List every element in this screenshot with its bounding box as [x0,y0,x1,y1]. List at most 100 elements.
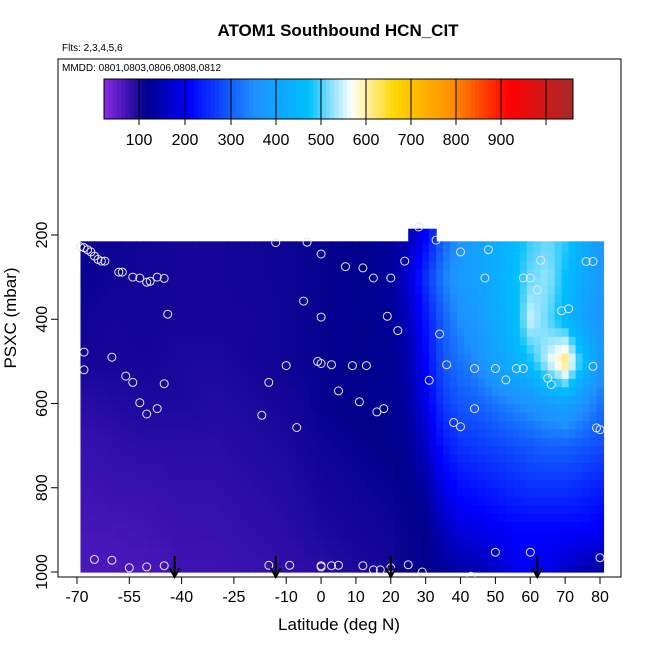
heatmap-cell [233,361,242,371]
heatmap-cell [192,327,200,337]
heatmap-cell [240,428,249,438]
heatmap-cell [464,336,472,346]
heatmap-cell [568,378,577,388]
heatmap-cell [540,529,549,539]
heatmap-cell [129,555,137,565]
heatmap-cell [359,310,367,320]
heatmap-cell [373,251,381,261]
heatmap-cell [359,521,367,531]
heatmap-cell [171,403,179,413]
heatmap-cell [275,327,284,337]
heatmap-cell [526,395,535,405]
flight-track-point [142,277,152,287]
heatmap-cell [171,428,179,438]
colorbar-cell [312,79,318,119]
heatmap-cell [282,462,291,472]
heatmap-cell [338,513,347,523]
heatmap-cell [324,369,333,379]
heatmap-cell [108,243,116,253]
flight-track-point [557,306,567,316]
heatmap-cell [394,361,402,371]
heatmap-cell [94,243,102,253]
heatmap-cell [310,369,319,379]
heatmap-cell [359,496,367,506]
heatmap-cell [289,462,298,472]
heatmap-cell [261,344,270,354]
heatmap-cell [212,411,221,421]
heatmap-cell [296,361,305,371]
heatmap-cell [422,555,430,565]
heatmap-cell [429,563,437,573]
heatmap-cell [192,251,200,261]
heatmap-cell [219,454,228,464]
heatmap-cell [429,521,437,531]
heatmap-cell [484,411,493,421]
heatmap-cell [324,352,333,362]
heatmap-cell [561,352,570,362]
heatmap-cell [324,386,333,396]
heatmap-cell [519,293,528,303]
heatmap-cell [359,462,367,472]
heatmap-cell [303,268,312,278]
heatmap-cell [317,268,326,278]
heatmap-cell [226,445,235,455]
heatmap-cell [261,479,270,489]
heatmap-cell [80,428,89,438]
heatmap-cell [226,521,235,531]
heatmap-cell [331,336,340,346]
x-tick-label: -10 [275,589,298,606]
heatmap-cell [136,327,144,337]
heatmap-cell [317,403,326,413]
heatmap-cell [589,277,598,287]
heatmap-cell [422,470,430,480]
heatmap-cell [422,454,430,464]
heatmap-cell [129,454,137,464]
heatmap-cell [498,546,507,556]
heatmap-cell [87,479,96,489]
heatmap-cell [477,513,486,523]
heatmap-cell [470,302,479,312]
heatmap-cell [450,420,458,430]
heatmap-cell [115,546,123,556]
heatmap-cell [470,445,479,455]
heatmap-cell [296,496,305,506]
heatmap-cell [282,251,291,261]
heatmap-cell [345,277,354,287]
heatmap-cell [373,496,381,506]
heatmap-cell [429,243,437,253]
heatmap-cell [345,302,354,312]
heatmap-cell [505,293,514,303]
heatmap-cell [470,496,479,506]
heatmap-cell [380,386,388,396]
heatmap-cell [240,293,249,303]
heatmap-cell [582,293,591,303]
heatmap-cell [185,487,193,497]
heatmap-cell [275,496,284,506]
heatmap-cell [387,546,395,556]
heatmap-cell [429,479,437,489]
heatmap-cell [512,538,521,548]
heatmap-cell [540,513,549,523]
heatmap-cell [219,241,228,245]
heatmap-cell [387,428,395,438]
heatmap-cell [512,293,521,303]
heatmap-cell [477,470,486,480]
heatmap-cell [268,445,277,455]
heatmap-cell [275,437,284,447]
heatmap-cell [338,369,347,379]
heatmap-cell [589,428,598,438]
heatmap-cell [582,428,591,438]
heatmap-cell [268,521,277,531]
heatmap-cell [233,277,242,287]
heatmap-cell [561,428,570,438]
flight-track-point [518,364,528,373]
heatmap-cell [199,546,207,556]
flight-track-point [89,554,99,564]
heatmap-cell [401,513,409,523]
heatmap-cell [136,462,144,472]
heatmap-cell [233,310,242,320]
heatmap-cell [233,378,242,388]
heatmap-cell [422,302,430,312]
heatmap-cell [296,555,305,565]
heatmap-cell [380,420,388,430]
